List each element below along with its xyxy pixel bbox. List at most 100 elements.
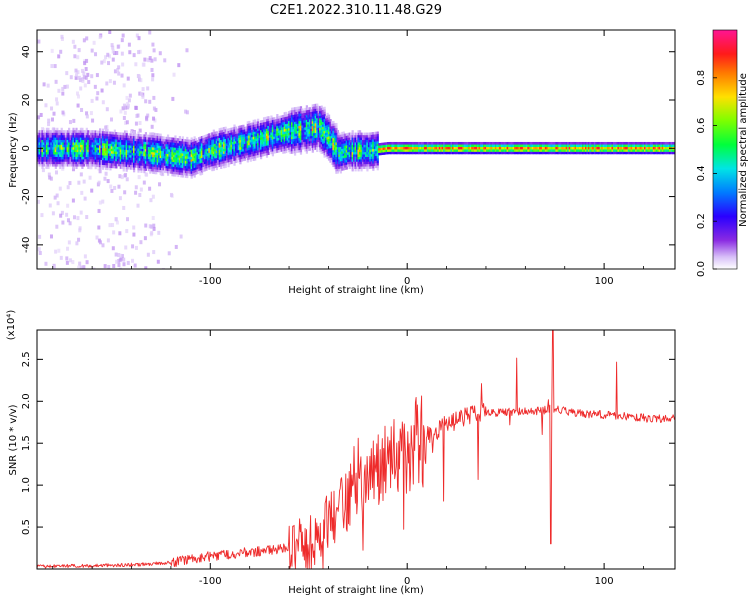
heatmap-cell — [184, 148, 187, 152]
heatmap-cell — [264, 121, 267, 125]
heatmap-cell — [324, 135, 328, 138]
heatmap-cell — [183, 158, 186, 161]
heatmap-cell — [76, 130, 80, 133]
heatmap-cell — [502, 144, 505, 147]
heatmap-cell — [91, 163, 94, 167]
heatmap-cell — [432, 144, 435, 147]
heatmap-cell — [273, 146, 276, 149]
heatmap-cell — [347, 142, 350, 146]
heatmap-cell — [570, 149, 573, 152]
heatmap-cell — [277, 147, 280, 151]
heatmap-cell — [118, 141, 121, 145]
heatmap-cell — [292, 146, 295, 149]
heatmap-cell — [385, 142, 388, 145]
heatmap-cell — [227, 138, 230, 141]
heatmap-cell — [612, 151, 616, 155]
heatmap-cell — [233, 155, 236, 159]
heatmap-cell — [301, 115, 304, 119]
heatmap-cell — [190, 156, 193, 160]
heatmap-cell — [158, 167, 161, 170]
heatmap-cell — [326, 122, 329, 126]
heatmap-cell — [260, 132, 263, 136]
heatmap-cell — [239, 154, 242, 158]
heatmap-cell — [39, 156, 43, 160]
heatmap-cell — [203, 166, 207, 169]
heatmap-cell — [341, 139, 344, 142]
heatmap-cell — [223, 156, 226, 159]
heatmap-cell — [305, 129, 308, 132]
heatmap-cell — [539, 149, 542, 152]
heatmap-cell — [354, 166, 357, 169]
heatmap-cell — [568, 144, 571, 147]
heatmap-cell — [82, 132, 85, 136]
heatmap-cell — [214, 160, 217, 164]
heatmap-cell — [62, 161, 65, 165]
heatmap-cell — [57, 139, 60, 143]
heatmap-cell — [322, 148, 325, 152]
heatmap-cell — [199, 148, 202, 152]
heatmap-cell — [192, 165, 195, 169]
heatmap-cell — [351, 163, 354, 167]
heatmap-cell — [91, 151, 94, 155]
heatmap-cell — [109, 153, 112, 156]
heatmap-cell — [345, 140, 348, 144]
heatmap-cell — [351, 142, 354, 145]
heatmap-cell — [344, 160, 347, 163]
heatmap-cell — [146, 165, 149, 169]
heatmap-cell — [332, 164, 335, 168]
heatmap-cell — [162, 136, 165, 140]
heatmap-cell — [333, 152, 337, 155]
heatmap-noise-cell — [77, 180, 81, 185]
heatmap-cell — [316, 137, 319, 140]
heatmap-cell — [140, 165, 143, 169]
heatmap-cell — [345, 150, 348, 153]
heatmap-cell — [341, 143, 344, 147]
heatmap-cell — [178, 143, 181, 146]
heatmap-cell — [131, 135, 134, 139]
heatmap-cell — [477, 146, 480, 150]
heatmap-cell — [332, 152, 335, 155]
heatmap-cell — [268, 130, 272, 133]
heatmap-cell — [286, 138, 289, 141]
heatmap-cell — [251, 144, 254, 147]
heatmap-cell — [264, 131, 267, 134]
heatmap-cell — [357, 159, 360, 162]
heatmap-cell — [310, 135, 313, 139]
heatmap-cell — [248, 154, 251, 158]
heatmap-cell — [493, 146, 496, 150]
heatmap-cell — [641, 149, 644, 152]
heatmap-cell — [169, 151, 173, 155]
heatmap-cell — [254, 158, 257, 161]
heatmap-cell — [307, 114, 310, 118]
heatmap-cell — [134, 148, 137, 151]
heatmap-cell — [522, 144, 526, 147]
heatmap-cell — [162, 155, 165, 159]
heatmap-cell — [351, 156, 354, 160]
heatmap-cell — [224, 145, 227, 149]
heatmap-cell — [91, 144, 94, 148]
heatmap-cell — [579, 141, 582, 145]
heatmap-cell — [115, 146, 118, 150]
heatmap-cell — [271, 153, 275, 157]
heatmap-cell — [502, 151, 505, 155]
heatmap-cell — [171, 161, 174, 165]
heatmap-cell — [122, 149, 125, 153]
heatmap-cell — [336, 144, 340, 148]
heatmap-cell — [518, 151, 521, 155]
heatmap-cell — [280, 122, 283, 126]
heatmap-cell — [119, 132, 122, 136]
heatmap-cell — [324, 142, 328, 145]
heatmap-cell — [109, 160, 112, 164]
heatmap-cell — [125, 154, 128, 158]
heatmap-cell — [286, 116, 289, 119]
heatmap-cell — [330, 145, 334, 148]
heatmap-cell — [574, 149, 577, 152]
heatmap-cell — [358, 147, 362, 150]
heatmap-cell — [567, 146, 570, 150]
heatmap-cell — [195, 155, 198, 158]
heatmap-cell — [333, 147, 337, 150]
heatmap-cell — [579, 151, 582, 155]
heatmap-cell — [195, 169, 198, 173]
heatmap-cell — [138, 162, 142, 166]
heatmap-cell — [137, 143, 140, 147]
